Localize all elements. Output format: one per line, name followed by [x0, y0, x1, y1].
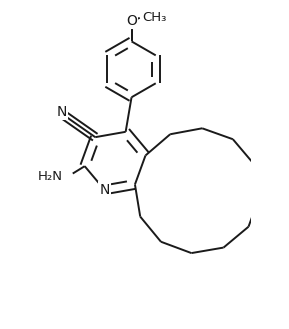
Text: O: O [126, 14, 137, 28]
Text: H₂N: H₂N [38, 170, 63, 183]
Text: CH₃: CH₃ [142, 11, 166, 24]
Text: N: N [57, 105, 67, 119]
Text: N: N [99, 183, 110, 197]
